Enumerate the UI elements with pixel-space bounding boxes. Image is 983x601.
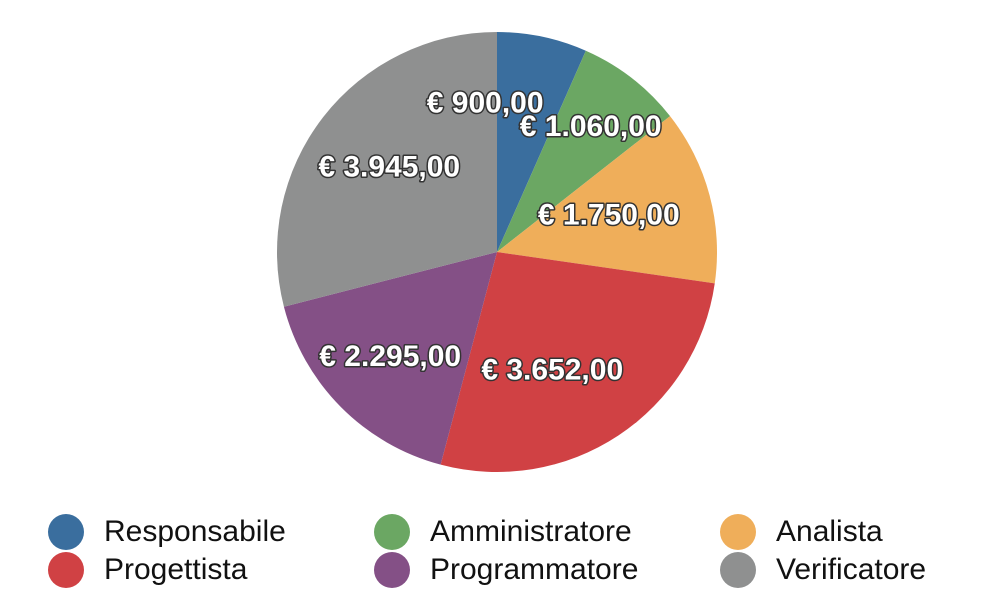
legend-swatch <box>374 514 410 550</box>
legend-item-verificatore: Verificatore <box>720 550 926 590</box>
legend-swatch <box>720 552 756 588</box>
pie-slice-responsabile <box>497 32 586 252</box>
legend-label: Progettista <box>104 553 248 586</box>
pie-slice-programmatore <box>283 252 497 465</box>
legend-swatch <box>48 552 84 588</box>
legend-item-amministratore: Amministratore <box>374 512 632 552</box>
legend-label: Programmatore <box>430 553 639 586</box>
pie-data-labels: € 900,00€ 1.060,00 € 1.750,00 € 3.652,00 € … <box>317 85 681 388</box>
legend-label: Responsabile <box>104 515 286 548</box>
legend-label: Analista <box>776 515 883 548</box>
pie-slice-analista <box>497 116 717 284</box>
pie-slices <box>276 32 717 472</box>
pie-slice-progettista <box>440 252 715 472</box>
data-label-progettista: € 3.652,00 <box>481 354 623 387</box>
legend-swatch <box>48 514 84 550</box>
pie-slice-amministratore <box>497 50 671 253</box>
legend-swatch <box>374 552 410 588</box>
legend-item-analista: Analista <box>720 512 883 552</box>
legend-item-responsabile: Responsabile <box>48 512 286 552</box>
legend-item-progettista: Progettista <box>48 550 247 590</box>
data-label-amministratore: € 1.060,00 <box>520 110 662 143</box>
legend-label: Verificatore <box>776 553 927 586</box>
data-label-analista: € 1.750,00 <box>538 199 680 232</box>
pie-slice-verificatore <box>276 32 497 307</box>
legend-item-programmatore: Programmatore <box>374 550 638 590</box>
data-label-verificatore: € 3.945,00 <box>318 150 460 183</box>
data-label-programmatore: € 2.295,00 <box>319 340 461 373</box>
legend-swatch <box>720 514 756 550</box>
data-label-responsabile: € 900,00 <box>427 86 544 119</box>
legend-label: Amministratore <box>430 515 632 548</box>
